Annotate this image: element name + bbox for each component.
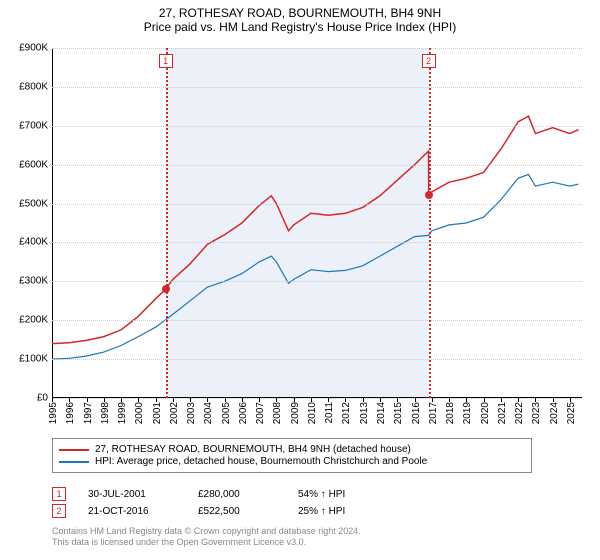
series-line-hpi bbox=[52, 174, 579, 359]
x-axis-label: 2009 bbox=[290, 402, 301, 424]
event-vline bbox=[166, 48, 168, 398]
x-axis-label: 2013 bbox=[359, 402, 370, 424]
x-axis-label: 2020 bbox=[480, 402, 491, 424]
x-axis-label: 2024 bbox=[549, 402, 560, 424]
x-axis-label: 2005 bbox=[221, 402, 232, 424]
y-axis-label: £900K bbox=[19, 43, 48, 54]
series-line-price_paid bbox=[52, 116, 579, 344]
legend-label: HPI: Average price, detached house, Bour… bbox=[95, 456, 427, 467]
event-pct: 25% ↑ HPI bbox=[298, 506, 398, 517]
x-axis-label: 2014 bbox=[376, 402, 387, 424]
title-subtitle: Price paid vs. HM Land Registry's House … bbox=[0, 20, 600, 34]
gridline-horizontal bbox=[52, 320, 582, 321]
event-price: £280,000 bbox=[198, 489, 298, 500]
x-axis-label: 2003 bbox=[186, 402, 197, 424]
event-date: 21-OCT-2016 bbox=[88, 506, 198, 517]
gridline-horizontal bbox=[52, 359, 582, 360]
x-axis-label: 2015 bbox=[393, 402, 404, 424]
event-marker-box: 1 bbox=[52, 487, 66, 501]
y-axis-label: £300K bbox=[19, 276, 48, 287]
chart-legend: 27, ROTHESAY ROAD, BOURNEMOUTH, BH4 9NH … bbox=[52, 438, 532, 473]
y-axis-label: £500K bbox=[19, 198, 48, 209]
x-axis-label: 2008 bbox=[272, 402, 283, 424]
x-axis-label: 2022 bbox=[514, 402, 525, 424]
title-address: 27, ROTHESAY ROAD, BOURNEMOUTH, BH4 9NH bbox=[0, 6, 600, 20]
event-dot bbox=[162, 285, 170, 293]
x-axis-label: 2017 bbox=[428, 402, 439, 424]
event-date: 30-JUL-2001 bbox=[88, 489, 198, 500]
event-vline bbox=[429, 48, 431, 398]
event-pct: 54% ↑ HPI bbox=[298, 489, 398, 500]
x-axis-label: 2010 bbox=[307, 402, 318, 424]
footnote-line: This data is licensed under the Open Gov… bbox=[52, 537, 582, 548]
x-axis-label: 1997 bbox=[83, 402, 94, 424]
y-axis-label: £600K bbox=[19, 159, 48, 170]
event-marker-box-chart: 1 bbox=[159, 54, 173, 68]
x-axis-label: 2000 bbox=[134, 402, 145, 424]
gridline-horizontal bbox=[52, 398, 582, 399]
legend-label: 27, ROTHESAY ROAD, BOURNEMOUTH, BH4 9NH … bbox=[95, 444, 411, 455]
chart-lines-svg bbox=[52, 48, 582, 398]
legend-swatch bbox=[59, 449, 89, 451]
legend-row: 27, ROTHESAY ROAD, BOURNEMOUTH, BH4 9NH … bbox=[59, 444, 525, 455]
y-axis-label: £400K bbox=[19, 237, 48, 248]
gridline-horizontal bbox=[52, 242, 582, 243]
gridline-horizontal bbox=[52, 281, 582, 282]
footnote-line: Contains HM Land Registry data © Crown c… bbox=[52, 526, 582, 537]
x-axis-label: 2004 bbox=[203, 402, 214, 424]
x-axis-label: 2018 bbox=[445, 402, 456, 424]
gridline-horizontal bbox=[52, 87, 582, 88]
x-axis-label: 2011 bbox=[324, 402, 335, 424]
gridline-horizontal bbox=[52, 165, 582, 166]
event-price: £522,500 bbox=[198, 506, 298, 517]
x-axis-label: 2002 bbox=[169, 402, 180, 424]
x-axis-label: 2019 bbox=[462, 402, 473, 424]
event-dot bbox=[425, 191, 433, 199]
y-axis-label: £700K bbox=[19, 120, 48, 131]
x-axis-label: 1996 bbox=[65, 402, 76, 424]
legend-swatch bbox=[59, 461, 89, 463]
legend-row: HPI: Average price, detached house, Bour… bbox=[59, 456, 525, 467]
x-axis-label: 2025 bbox=[566, 402, 577, 424]
x-axis-label: 2023 bbox=[531, 402, 542, 424]
x-axis-label: 2021 bbox=[497, 402, 508, 424]
y-axis-label: £200K bbox=[19, 315, 48, 326]
x-axis-label: 1995 bbox=[48, 402, 59, 424]
footnote: Contains HM Land Registry data © Crown c… bbox=[52, 526, 582, 549]
gridline-horizontal bbox=[52, 48, 582, 49]
y-axis-label: £0 bbox=[37, 393, 48, 404]
y-axis-label: £800K bbox=[19, 81, 48, 92]
gridline-horizontal bbox=[52, 126, 582, 127]
event-marker-box-chart: 2 bbox=[422, 54, 436, 68]
x-axis-label: 2006 bbox=[238, 402, 249, 424]
y-axis-label: £100K bbox=[19, 354, 48, 365]
event-row: 2 21-OCT-2016 £522,500 25% ↑ HPI bbox=[52, 504, 582, 518]
chart-title-block: 27, ROTHESAY ROAD, BOURNEMOUTH, BH4 9NH … bbox=[0, 0, 600, 36]
event-marker-box: 2 bbox=[52, 504, 66, 518]
gridline-horizontal bbox=[52, 204, 582, 205]
x-axis-label: 2007 bbox=[255, 402, 266, 424]
x-axis-label: 1999 bbox=[117, 402, 128, 424]
x-axis-label: 2012 bbox=[341, 402, 352, 424]
x-axis-label: 2016 bbox=[411, 402, 422, 424]
x-axis-label: 1998 bbox=[100, 402, 111, 424]
events-table: 1 30-JUL-2001 £280,000 54% ↑ HPI 2 21-OC… bbox=[52, 484, 582, 521]
x-axis-label: 2001 bbox=[152, 402, 163, 424]
event-row: 1 30-JUL-2001 £280,000 54% ↑ HPI bbox=[52, 487, 582, 501]
chart-plot-area: £0£100K£200K£300K£400K£500K£600K£700K£80… bbox=[52, 48, 582, 398]
